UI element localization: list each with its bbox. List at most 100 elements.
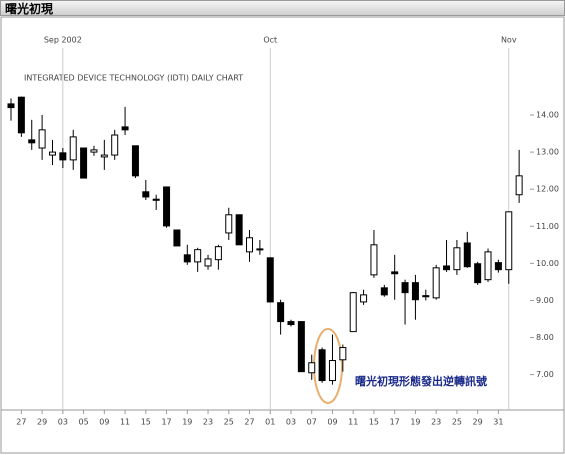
x-tick-label: 25 bbox=[452, 418, 462, 427]
candle-body bbox=[163, 186, 171, 227]
month-label: Sep 2002 bbox=[44, 36, 82, 45]
candle-body bbox=[411, 282, 419, 301]
candle bbox=[183, 244, 191, 265]
x-tick-label: 01 bbox=[265, 418, 275, 427]
chart-title: INTEGRATED DEVICE TECHNOLOGY (IDTI) DAIL… bbox=[24, 74, 243, 83]
candle bbox=[7, 98, 15, 121]
candle bbox=[90, 145, 98, 156]
candle bbox=[349, 291, 357, 333]
y-tick-label: 11.00 bbox=[536, 222, 559, 231]
candle-body bbox=[204, 258, 212, 267]
candle bbox=[214, 244, 222, 270]
candle bbox=[297, 321, 305, 373]
month-label: Nov bbox=[501, 36, 517, 45]
x-tick-label: 27 bbox=[244, 418, 254, 427]
x-tick-label: 19 bbox=[182, 418, 192, 427]
y-tick-label: 14.00 bbox=[536, 111, 559, 120]
frame bbox=[0, 16, 565, 454]
candle bbox=[474, 261, 482, 285]
candle-body bbox=[360, 294, 368, 303]
candle bbox=[80, 147, 88, 179]
x-tick-label: 09 bbox=[99, 418, 109, 427]
candle bbox=[308, 354, 316, 380]
candle bbox=[287, 319, 295, 327]
candle-body bbox=[183, 254, 191, 263]
x-tick-label: 25 bbox=[224, 418, 234, 427]
candle bbox=[277, 299, 285, 335]
annotation: 曙光初現形態發出逆轉訊號 bbox=[355, 374, 487, 388]
candle-body bbox=[111, 134, 119, 156]
candle-body bbox=[194, 249, 202, 263]
candle bbox=[163, 186, 171, 228]
x-tick-label: 15 bbox=[141, 418, 151, 427]
candle-body bbox=[225, 214, 233, 234]
candle-body bbox=[380, 287, 388, 296]
y-tick-label: 13.00 bbox=[536, 148, 559, 157]
candle bbox=[204, 254, 212, 270]
x-tick-label: 23 bbox=[431, 418, 441, 427]
candle bbox=[48, 139, 56, 166]
candle bbox=[484, 248, 492, 282]
x-tick-label: 05 bbox=[78, 418, 88, 427]
candle-body bbox=[443, 265, 451, 271]
candle-body bbox=[297, 321, 305, 373]
x-tick-label: 07 bbox=[307, 418, 317, 427]
candle-body bbox=[328, 360, 336, 382]
highlight-ring bbox=[313, 328, 343, 404]
candle bbox=[17, 96, 25, 137]
candle-body bbox=[463, 242, 471, 268]
candle bbox=[494, 259, 502, 273]
candle bbox=[256, 239, 264, 255]
candle-body bbox=[38, 129, 46, 149]
y-tick-label: 10.00 bbox=[536, 259, 559, 268]
header-title: 曙光初現 bbox=[0, 0, 565, 16]
candle-body bbox=[453, 247, 461, 271]
candle-body bbox=[277, 302, 285, 323]
candle bbox=[142, 179, 150, 200]
x-tick-label: 29 bbox=[37, 418, 47, 427]
candle-body bbox=[100, 154, 108, 158]
candle-body bbox=[246, 237, 254, 253]
candle-body bbox=[256, 248, 264, 251]
x-tick-label: 19 bbox=[410, 418, 420, 427]
candle-body bbox=[17, 96, 25, 134]
candle-body bbox=[80, 147, 88, 179]
candle-body bbox=[515, 175, 523, 196]
candle bbox=[194, 247, 202, 272]
candle-body bbox=[318, 349, 326, 382]
candle bbox=[100, 139, 108, 170]
candle bbox=[339, 344, 347, 372]
candle bbox=[463, 231, 471, 268]
x-tick-label: 31 bbox=[493, 418, 503, 427]
y-tick-label: 7.00 bbox=[536, 370, 554, 379]
candle-body bbox=[121, 126, 129, 131]
candle bbox=[370, 229, 378, 278]
candle bbox=[453, 239, 461, 275]
x-tick-label: 09 bbox=[327, 418, 337, 427]
x-tick-label: 03 bbox=[286, 418, 296, 427]
candle-body bbox=[349, 292, 357, 333]
candle bbox=[380, 284, 388, 297]
candle bbox=[59, 148, 67, 169]
x-tick-label: 29 bbox=[473, 418, 483, 427]
candle bbox=[225, 207, 233, 240]
candle bbox=[318, 347, 326, 383]
candle-body bbox=[173, 229, 181, 247]
candle-body bbox=[505, 211, 513, 271]
candle bbox=[235, 214, 243, 246]
candle-body bbox=[59, 152, 67, 161]
candle bbox=[422, 289, 430, 301]
candle bbox=[246, 229, 254, 262]
x-tick-label: 11 bbox=[120, 418, 130, 427]
candle-body bbox=[370, 244, 378, 276]
candle bbox=[443, 239, 451, 272]
candle-body bbox=[308, 362, 316, 374]
month-label: Oct bbox=[263, 36, 277, 45]
y-tick-label: 9.00 bbox=[536, 296, 554, 305]
candle-body bbox=[152, 198, 160, 201]
candle-body bbox=[69, 136, 77, 161]
candle-body bbox=[484, 251, 492, 281]
x-tick-label: 17 bbox=[161, 418, 171, 427]
y-tick-label: 12.00 bbox=[536, 185, 559, 194]
